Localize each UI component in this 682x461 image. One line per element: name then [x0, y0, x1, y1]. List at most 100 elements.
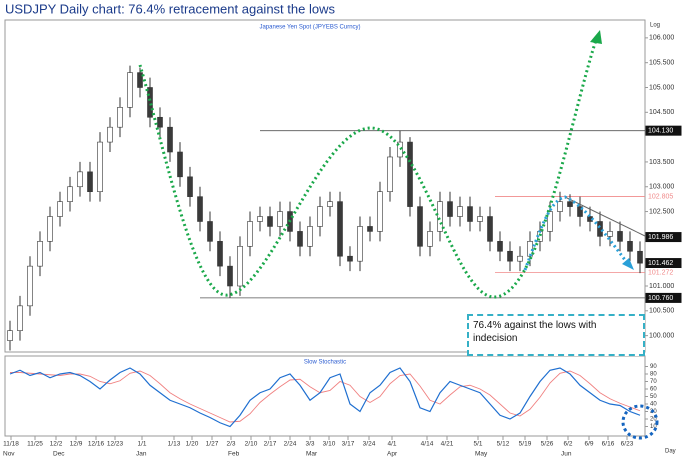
y-tick-label: 70: [650, 379, 657, 385]
candle-body: [107, 126, 113, 143]
candle-body: [407, 141, 413, 207]
candle-body: [117, 107, 123, 128]
x-tick-label: 3/3: [305, 441, 314, 448]
candle-body: [367, 226, 373, 232]
month-label: Feb: [228, 451, 240, 458]
y-tick-label: 103.500: [649, 159, 674, 166]
candle-body: [217, 241, 223, 267]
month-label: Jun: [561, 451, 572, 458]
x-tick-label: 4/14: [421, 441, 434, 448]
x-tick-label: 3/24: [363, 441, 376, 448]
x-tick-label: 2/10: [245, 441, 258, 448]
y-tick-label: 101.000: [649, 283, 674, 290]
candle-body: [377, 191, 383, 232]
chart-title: USDJPY Daily chart: 76.4% retracement ag…: [5, 1, 335, 16]
x-tick-label: 4/21: [441, 441, 454, 448]
candle-body: [487, 216, 493, 242]
candle-body: [167, 126, 173, 153]
candle-body: [87, 171, 93, 193]
level-box: [645, 125, 682, 136]
candle-body: [357, 226, 363, 262]
candle-body: [527, 241, 533, 257]
x-tick-label: 12/16: [88, 441, 105, 448]
marks: 100.000 100.500 101.000 102.500 103.000 103.5…: [3, 35, 682, 458]
candle-body: [27, 265, 33, 307]
candle-body: [137, 72, 143, 88]
y-tick-label: 104.500: [649, 109, 674, 116]
candle-body: [577, 206, 583, 217]
stoch-title: Slow Stochastic: [304, 360, 346, 366]
x-tick-label: 3/17: [342, 441, 355, 448]
candle-body: [627, 241, 633, 252]
candle-body: [497, 241, 503, 252]
stoch-line: [10, 370, 641, 423]
level-box: [645, 292, 682, 303]
blue-arrowhead: [622, 258, 634, 270]
x-tick-label: 5/19: [519, 441, 532, 448]
candle-body: [47, 216, 53, 242]
candle-body: [637, 250, 643, 264]
candle-body: [177, 151, 183, 178]
candle-body: [327, 201, 333, 207]
candle-body: [277, 211, 283, 227]
y-tick-label: 106.000: [649, 35, 674, 42]
candle-body: [307, 226, 313, 247]
candle-body: [187, 176, 193, 197]
x-tick-label: 4/1: [387, 441, 396, 448]
x-tick-label: 6/16: [602, 441, 615, 448]
candle-body: [477, 216, 483, 222]
month-label: Apr: [387, 451, 398, 458]
candle-body: [17, 305, 23, 331]
candle-body: [237, 245, 243, 287]
candle-body: [157, 116, 163, 128]
blue-projection: [523, 195, 630, 271]
candle-body: [7, 330, 13, 341]
x-tick-label: 3/10: [323, 441, 336, 448]
green-arrowhead: [590, 30, 602, 44]
candle-body: [247, 221, 253, 247]
month-label: Nov: [3, 451, 15, 458]
x-tick-label: 2/24: [284, 441, 297, 448]
subtitle: Japanese Yen Spot (JPYEBS Curncy): [259, 25, 360, 31]
candle-body: [77, 171, 83, 188]
candle-body: [147, 87, 153, 118]
y-tick-label: 80: [650, 372, 657, 378]
y-tick-label: 100.000: [649, 332, 674, 339]
month-label: May: [475, 451, 488, 458]
candle-body: [37, 241, 43, 267]
candle-body: [207, 221, 213, 242]
candle-body: [297, 231, 303, 247]
candle-body: [447, 201, 453, 217]
x-tick-label: 12/9: [70, 441, 83, 448]
candle-body: [57, 201, 63, 217]
x-tick-label: 6/9: [584, 441, 593, 448]
y-tick-label: 103.000: [649, 184, 674, 191]
x-tick-label: 12/2: [50, 441, 63, 448]
y-tick-label: 50: [650, 394, 657, 400]
level-label: 101.986: [648, 234, 673, 241]
x-tick-label: 1/13: [168, 441, 181, 448]
candle-body: [457, 206, 463, 217]
x-tick-label: 2/17: [264, 441, 277, 448]
axis-end-label: Day: [665, 449, 676, 455]
candle-body: [617, 231, 623, 242]
x-tick-label: 1/20: [186, 441, 199, 448]
x-tick-label: 2/3: [226, 441, 235, 448]
candle-body: [227, 265, 233, 287]
level-label: 101.462: [648, 260, 673, 267]
candle-body: [437, 201, 443, 232]
x-tick-label: 5/1: [473, 441, 482, 448]
candle-body: [347, 255, 353, 262]
x-tick-label: 1/1: [137, 441, 146, 448]
candle-body: [257, 216, 263, 222]
main-panel: [4, 19, 646, 353]
x-tick-label: 6/23: [621, 441, 634, 448]
candle-body: [567, 201, 573, 207]
candle-body: [317, 206, 323, 227]
level-label: 101.272: [648, 269, 673, 276]
y-tick-label: 40: [650, 402, 657, 408]
y-tick-label: 105.500: [649, 60, 674, 67]
candle-body: [607, 231, 613, 237]
level-label: 104.130: [648, 128, 673, 135]
